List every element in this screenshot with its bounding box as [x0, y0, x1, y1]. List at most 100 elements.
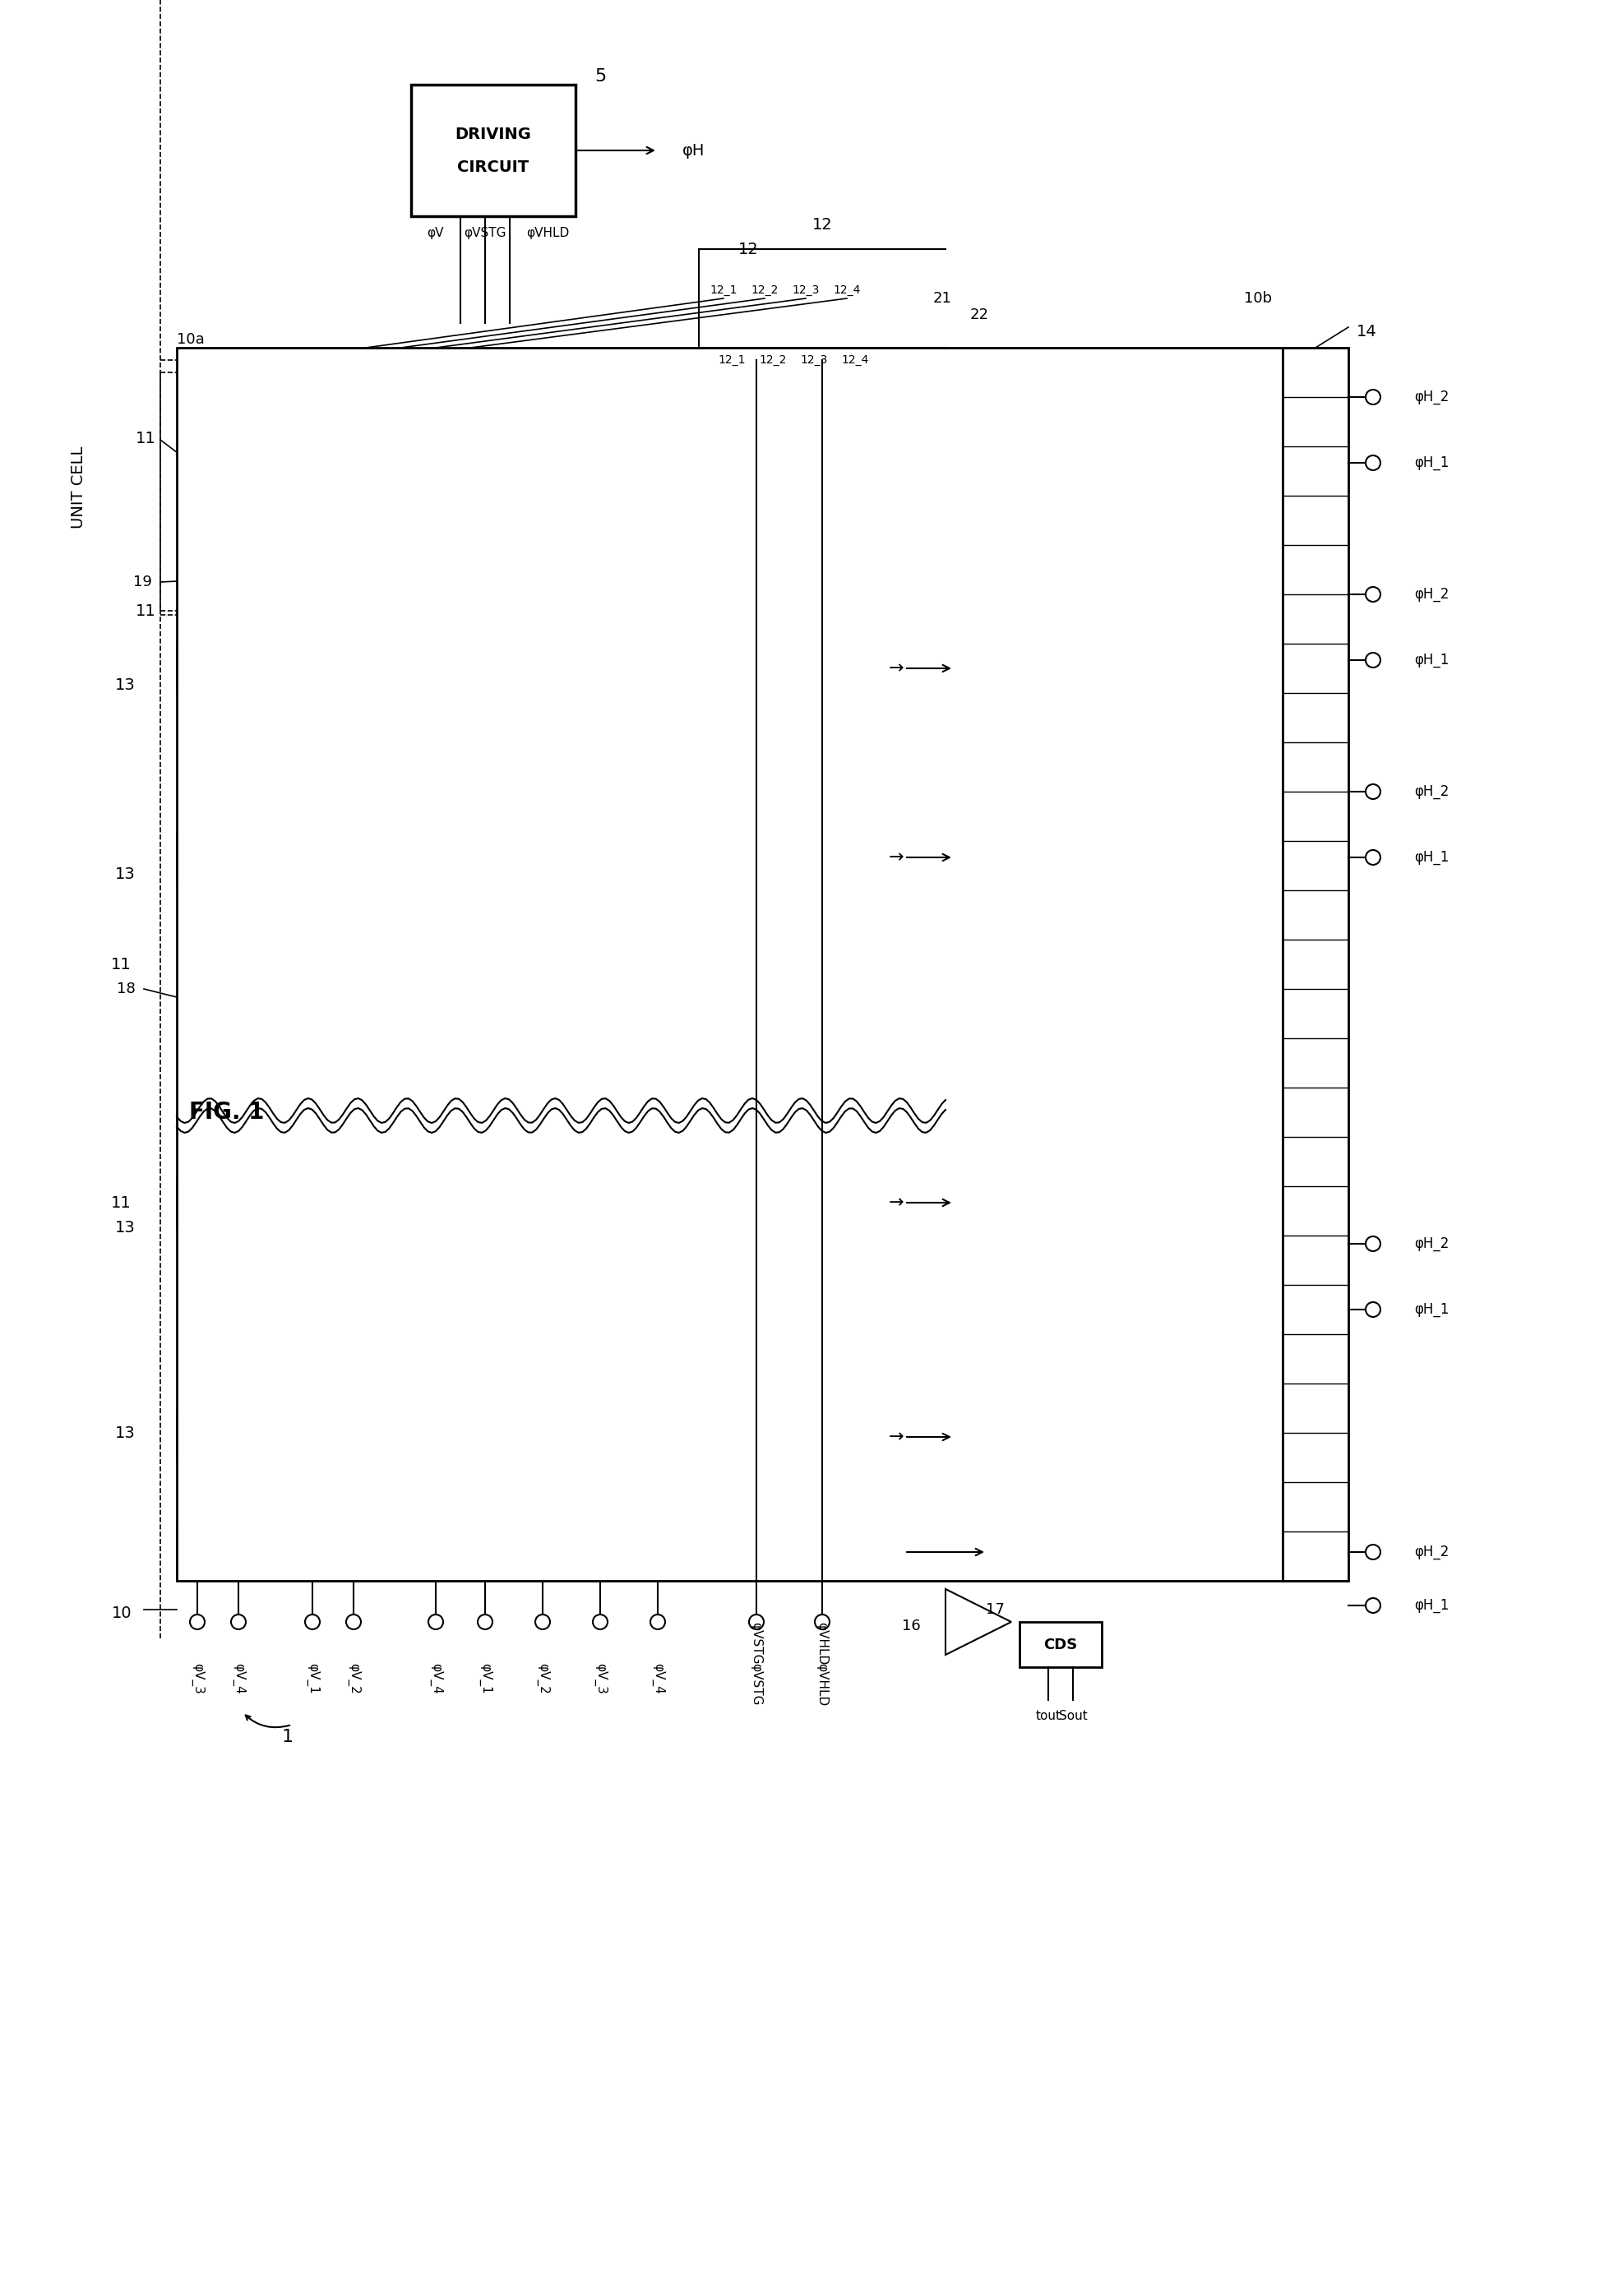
Text: φV: φV	[426, 227, 444, 239]
Text: 12: 12	[739, 241, 758, 257]
Bar	[177, 1522, 222, 1582]
Text: 17: 17	[985, 1603, 1004, 1616]
Bar	[1126, 1522, 1171, 1582]
Bar	[619, 1178, 684, 1228]
Bar	[690, 817, 724, 845]
Text: 10a: 10a	[177, 333, 204, 347]
Text: 13: 13	[116, 866, 135, 882]
Bar	[177, 833, 240, 882]
Text: 12_1: 12_1	[718, 354, 745, 365]
Text: 22: 22	[970, 308, 990, 321]
Text: 12_2: 12_2	[751, 285, 779, 296]
Text: φV_2: φV_2	[536, 1662, 549, 1694]
Text: φV_3: φV_3	[594, 1662, 607, 1694]
Text: 13: 13	[116, 1219, 135, 1235]
Bar	[790, 1261, 904, 1401]
Text: UNIT CELL: UNIT CELL	[71, 445, 85, 528]
Bar	[177, 1412, 240, 1463]
Text: →: →	[888, 661, 904, 677]
Bar	[650, 1022, 764, 1162]
Text: tout: tout	[1036, 1711, 1060, 1722]
Bar	[1216, 1522, 1261, 1582]
Bar	[430, 643, 494, 693]
Bar	[367, 643, 430, 693]
Bar	[854, 1522, 901, 1582]
Bar	[684, 1178, 747, 1228]
Text: φH_1: φH_1	[1414, 455, 1450, 471]
Bar	[341, 1022, 457, 1162]
Text: φVHLD: φVHLD	[526, 227, 570, 239]
Bar	[1036, 1522, 1081, 1582]
Bar	[367, 833, 430, 882]
Text: 10b: 10b	[1244, 292, 1273, 305]
Bar	[809, 643, 874, 693]
Text: φH_2: φH_2	[1414, 785, 1450, 799]
Bar	[304, 1412, 367, 1463]
Bar	[809, 833, 874, 882]
Bar	[747, 833, 809, 882]
Text: 12_3: 12_3	[792, 285, 819, 296]
Text: φH_1: φH_1	[1414, 1598, 1450, 1612]
Text: φH_2: φH_2	[1414, 1545, 1450, 1559]
Text: 12_4: 12_4	[842, 354, 869, 365]
Bar	[764, 1522, 809, 1582]
Text: 1: 1	[282, 1729, 293, 1745]
Bar	[790, 487, 904, 627]
Text: 11: 11	[135, 429, 156, 445]
Text: φV_2: φV_2	[348, 1662, 360, 1694]
Text: 16: 16	[903, 1619, 920, 1632]
Bar	[341, 677, 457, 817]
Bar	[341, 1261, 457, 1401]
Bar	[684, 1412, 747, 1463]
Text: φV_3: φV_3	[190, 1662, 204, 1694]
Bar	[243, 817, 275, 845]
Bar	[201, 1261, 317, 1401]
Bar	[809, 1412, 874, 1463]
Bar	[240, 1178, 304, 1228]
Text: CIRCUIT: CIRCUIT	[457, 158, 529, 174]
Bar	[1171, 1522, 1216, 1582]
Bar	[830, 1401, 864, 1428]
Text: →: →	[888, 1194, 904, 1210]
Bar	[629, 1522, 674, 1582]
Bar	[874, 1178, 936, 1228]
Text: CDS: CDS	[1044, 1637, 1078, 1651]
Bar	[177, 1178, 240, 1228]
Bar	[430, 1412, 494, 1463]
Bar	[304, 643, 367, 693]
Text: φV_4: φV_4	[652, 1662, 665, 1694]
Bar	[684, 833, 747, 882]
Bar	[809, 1178, 874, 1228]
Bar	[747, 1412, 809, 1463]
Bar	[243, 627, 275, 657]
Text: φV_4: φV_4	[232, 1662, 245, 1694]
Bar	[201, 487, 317, 627]
Bar	[383, 817, 415, 845]
Text: φVSTG: φVSTG	[750, 1662, 763, 1706]
Bar	[312, 1522, 357, 1582]
Bar	[240, 1412, 304, 1463]
Bar	[357, 1522, 402, 1582]
Text: 14: 14	[1356, 324, 1377, 340]
Text: →: →	[888, 850, 904, 866]
Bar	[240, 643, 304, 693]
Bar	[690, 1401, 724, 1428]
Text: φH: φH	[682, 142, 705, 158]
Bar	[650, 677, 764, 817]
Bar	[619, 643, 684, 693]
Bar	[809, 1522, 854, 1582]
Bar	[557, 643, 619, 693]
Text: 11: 11	[111, 1194, 132, 1210]
Text: 18: 18	[117, 980, 135, 996]
Text: φH_2: φH_2	[1414, 390, 1450, 404]
Bar	[402, 1522, 447, 1582]
Bar	[901, 1522, 946, 1582]
Bar	[946, 1522, 991, 1582]
Text: φH_1: φH_1	[1414, 850, 1450, 866]
Bar	[410, 85, 576, 216]
Text: 13: 13	[116, 677, 135, 693]
Bar	[874, 1412, 936, 1463]
Bar	[747, 1178, 809, 1228]
Bar	[830, 627, 864, 657]
Bar	[557, 1412, 619, 1463]
